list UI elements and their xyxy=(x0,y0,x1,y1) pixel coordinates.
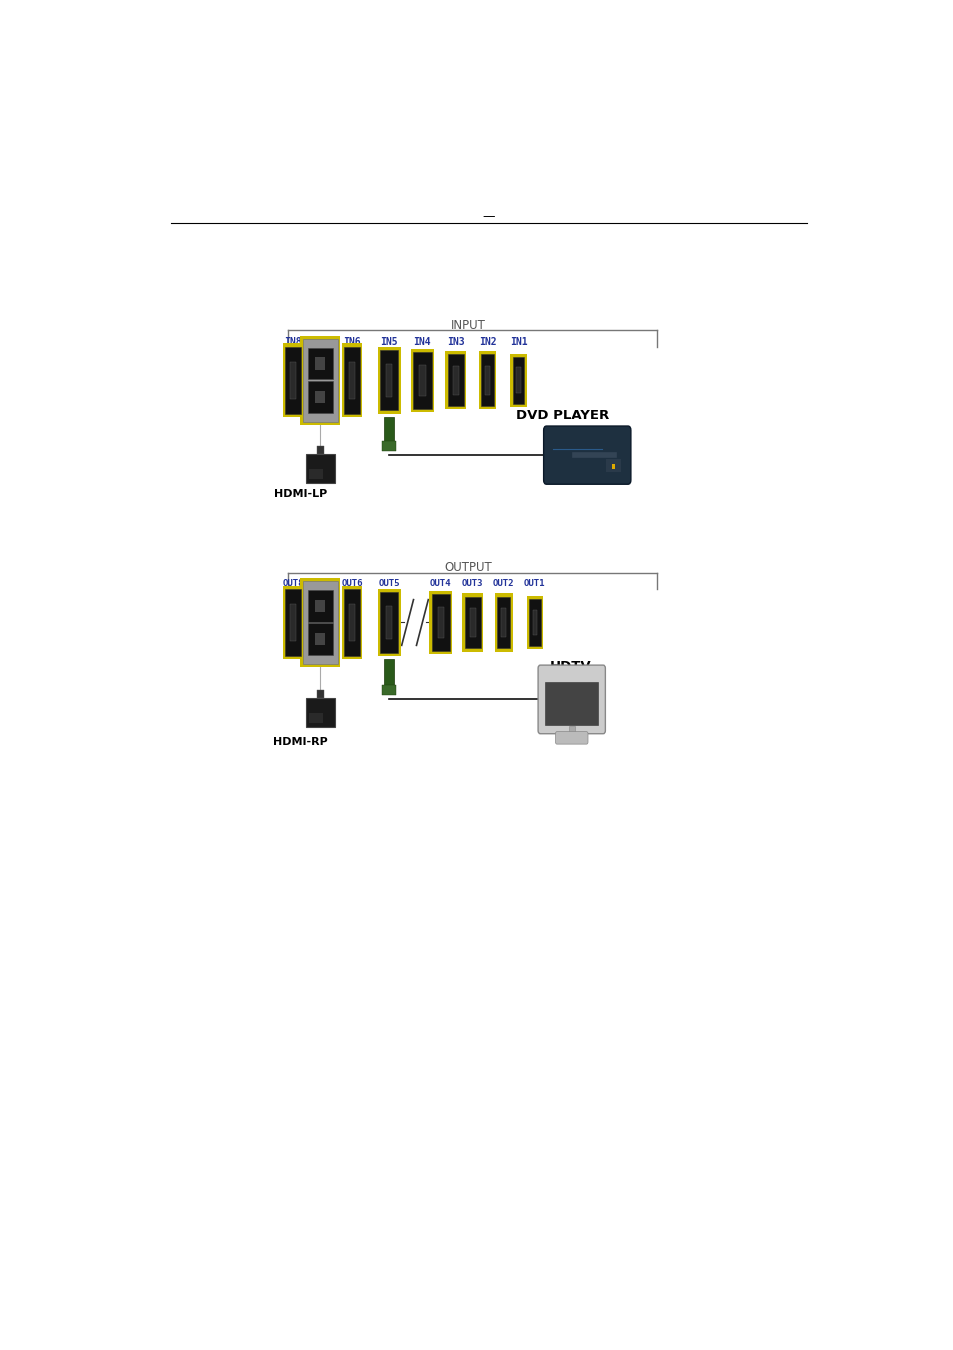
Bar xyxy=(431,594,450,651)
Bar xyxy=(285,589,301,656)
Text: IN1: IN1 xyxy=(509,338,527,347)
Text: HDMI-LP: HDMI-LP xyxy=(274,490,327,500)
Bar xyxy=(447,354,463,406)
Bar xyxy=(528,599,540,645)
Text: OUT2: OUT2 xyxy=(493,579,514,589)
Bar xyxy=(437,606,444,639)
Bar xyxy=(413,352,431,409)
Bar xyxy=(377,589,400,656)
Bar xyxy=(526,595,542,649)
Text: OUT7: OUT7 xyxy=(310,579,331,589)
FancyBboxPatch shape xyxy=(537,666,605,734)
Bar xyxy=(302,580,337,664)
Text: DVD PLAYER: DVD PLAYER xyxy=(516,409,609,421)
Bar xyxy=(497,597,510,648)
Bar xyxy=(316,690,324,698)
Bar xyxy=(305,698,335,728)
Bar xyxy=(445,351,465,409)
Bar xyxy=(377,347,400,413)
Bar xyxy=(605,459,619,471)
Text: HDTV: HDTV xyxy=(549,660,591,674)
Text: OUT5: OUT5 xyxy=(378,579,399,589)
Bar xyxy=(300,578,340,667)
Bar xyxy=(480,354,494,406)
Bar xyxy=(510,354,526,406)
Bar xyxy=(300,336,340,425)
Bar xyxy=(307,590,333,621)
FancyBboxPatch shape xyxy=(555,732,587,744)
Text: OUT3: OUT3 xyxy=(461,579,483,589)
Bar xyxy=(349,603,355,641)
Bar xyxy=(572,452,617,458)
Bar xyxy=(418,364,425,396)
Bar xyxy=(462,594,482,652)
Text: IN6: IN6 xyxy=(343,338,360,347)
Bar xyxy=(516,367,520,393)
Bar xyxy=(308,468,323,479)
Bar xyxy=(611,464,614,468)
Text: INPUT: INPUT xyxy=(451,319,485,332)
Bar xyxy=(512,356,524,404)
Bar xyxy=(302,339,337,421)
Bar xyxy=(385,363,392,397)
Bar xyxy=(314,390,325,404)
Bar xyxy=(344,347,360,414)
Text: OUTPUT: OUTPUT xyxy=(444,560,492,574)
Bar xyxy=(314,633,325,645)
Bar xyxy=(379,593,398,652)
Bar xyxy=(429,591,452,655)
Bar xyxy=(349,362,355,398)
Bar xyxy=(485,366,489,394)
Bar xyxy=(341,343,362,417)
Bar xyxy=(290,362,295,398)
Bar xyxy=(307,624,333,655)
Bar xyxy=(383,417,394,443)
Bar xyxy=(290,603,295,641)
Text: HDMI-RP: HDMI-RP xyxy=(273,737,328,747)
Text: IN8: IN8 xyxy=(284,338,301,347)
Bar xyxy=(305,454,335,483)
Text: OUT1: OUT1 xyxy=(523,579,545,589)
Text: —: — xyxy=(482,211,495,223)
Bar xyxy=(341,586,362,659)
Text: OUT8: OUT8 xyxy=(282,579,303,589)
Bar xyxy=(282,586,303,659)
Bar xyxy=(495,594,512,652)
Bar xyxy=(285,347,301,414)
Bar xyxy=(307,381,333,413)
Bar xyxy=(316,446,324,454)
Bar xyxy=(307,348,333,379)
Bar xyxy=(282,343,303,417)
Text: IN2: IN2 xyxy=(478,338,496,347)
FancyBboxPatch shape xyxy=(543,427,630,485)
Text: IN7: IN7 xyxy=(312,338,329,347)
Bar xyxy=(464,597,480,648)
Bar xyxy=(532,610,537,636)
Text: OUT4: OUT4 xyxy=(430,579,451,589)
Bar xyxy=(453,366,458,394)
Bar xyxy=(411,348,434,412)
Bar xyxy=(314,599,325,612)
Text: IN4: IN4 xyxy=(414,338,431,347)
Bar xyxy=(478,351,496,409)
Bar xyxy=(379,350,398,410)
Bar xyxy=(344,589,360,656)
Bar xyxy=(308,713,323,724)
Bar xyxy=(545,682,598,725)
Bar xyxy=(469,609,475,637)
Bar xyxy=(382,684,395,695)
Bar xyxy=(501,609,505,637)
Text: IN3: IN3 xyxy=(446,338,464,347)
Bar xyxy=(383,659,394,687)
Bar xyxy=(314,358,325,370)
Bar xyxy=(385,606,392,639)
Text: IN5: IN5 xyxy=(380,338,397,347)
Bar xyxy=(568,726,574,737)
Bar xyxy=(382,440,395,451)
Text: OUT6: OUT6 xyxy=(341,579,362,589)
